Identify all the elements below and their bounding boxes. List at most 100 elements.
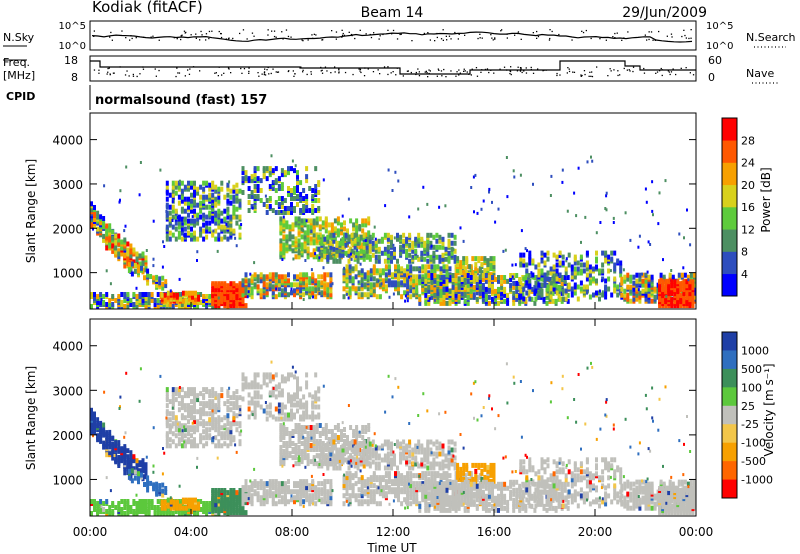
power-cell <box>193 212 196 218</box>
power-cell <box>576 266 580 272</box>
nave-dot <box>109 73 111 75</box>
noise-dot <box>93 35 95 37</box>
power-cell <box>399 250 403 256</box>
power-cell <box>314 184 318 189</box>
power-cell <box>374 248 378 254</box>
power-cell <box>576 260 580 266</box>
power-cell <box>171 214 175 220</box>
velocity-cell <box>361 425 365 430</box>
noise-dot <box>302 40 304 42</box>
power-cell <box>205 204 209 210</box>
power-cell <box>126 255 130 261</box>
power-cell <box>239 201 242 205</box>
power-cell <box>223 208 227 214</box>
velocity-cell <box>341 443 345 449</box>
noise-dot <box>354 37 356 40</box>
noise-dot <box>411 40 413 42</box>
power-cell <box>138 292 142 297</box>
power-cell <box>305 200 309 205</box>
power-cell <box>282 234 286 240</box>
velocity-cell <box>315 461 319 467</box>
power-cell <box>217 291 221 297</box>
velocity-cell <box>353 445 357 451</box>
velocity-cell <box>312 455 316 461</box>
power-cell <box>390 234 393 240</box>
nave-dot <box>288 70 290 72</box>
nave-dot <box>215 72 217 74</box>
velocity-cell <box>147 499 151 504</box>
nave-dot <box>607 75 609 77</box>
power-cell <box>456 262 460 268</box>
power-cell <box>279 238 283 244</box>
power-cell <box>561 260 565 266</box>
velocity-cell <box>336 423 340 428</box>
power-cell <box>537 290 541 296</box>
power-cell <box>564 288 568 294</box>
power-cell <box>354 274 358 280</box>
power-cell <box>368 238 372 244</box>
nave-dot <box>510 73 512 76</box>
nave-dot <box>463 70 465 72</box>
power-cell <box>250 286 254 292</box>
power-cell <box>202 198 206 204</box>
power-cell <box>439 275 443 280</box>
power-cell <box>676 279 680 285</box>
power-cell <box>196 216 200 222</box>
velocity-cell <box>244 497 248 503</box>
nave-dot <box>675 73 677 76</box>
power-cell <box>99 300 103 305</box>
power-cell <box>420 242 424 248</box>
power-cell <box>146 280 150 286</box>
nave-dots <box>93 66 695 78</box>
power-cell <box>341 240 345 246</box>
nave-dot <box>588 75 590 77</box>
noise-dot <box>490 34 492 36</box>
power-cell <box>214 190 217 194</box>
velocity-cell <box>126 462 130 468</box>
power-cell <box>531 258 535 264</box>
power-cell <box>137 268 140 274</box>
noise-dot <box>448 35 451 37</box>
power-cell <box>635 278 639 284</box>
nave-dot <box>293 75 295 77</box>
power-cell <box>521 282 525 288</box>
power-cell <box>561 288 565 294</box>
power-cell <box>165 232 169 238</box>
velocity-cell <box>274 485 278 491</box>
power-cell <box>290 202 293 207</box>
power-cell <box>223 234 227 240</box>
power-cell <box>619 264 623 270</box>
power-cell <box>262 294 266 300</box>
power-cell <box>408 275 410 279</box>
power-cell <box>372 288 376 294</box>
power-cell <box>355 255 358 259</box>
nave-dot <box>463 68 465 70</box>
power-cell <box>350 248 354 254</box>
power-cell <box>530 286 534 292</box>
power-cell <box>543 260 547 266</box>
power-cell <box>469 275 473 280</box>
power-cell <box>303 218 307 224</box>
velocity-cell <box>329 461 333 467</box>
power-cell <box>436 274 440 280</box>
power-cell <box>108 302 112 307</box>
velocity-cell <box>178 503 182 509</box>
power-cell <box>311 272 315 278</box>
velocity-cell <box>352 429 356 434</box>
noise-dot <box>644 34 646 36</box>
velocity-cell <box>129 450 133 456</box>
velocity-cell <box>155 489 159 495</box>
power-cell <box>613 262 617 268</box>
power-cell <box>96 300 100 305</box>
power-cell <box>259 198 263 203</box>
power-cell <box>563 275 567 280</box>
power-cell <box>424 264 428 270</box>
power-cell <box>626 296 630 302</box>
noise-dot <box>370 36 373 39</box>
noise-dot <box>429 39 431 41</box>
nave-dot <box>438 69 440 71</box>
power-cell <box>651 209 654 213</box>
power-cell <box>682 266 685 270</box>
power-cell <box>588 264 592 270</box>
power-cell <box>202 212 206 218</box>
